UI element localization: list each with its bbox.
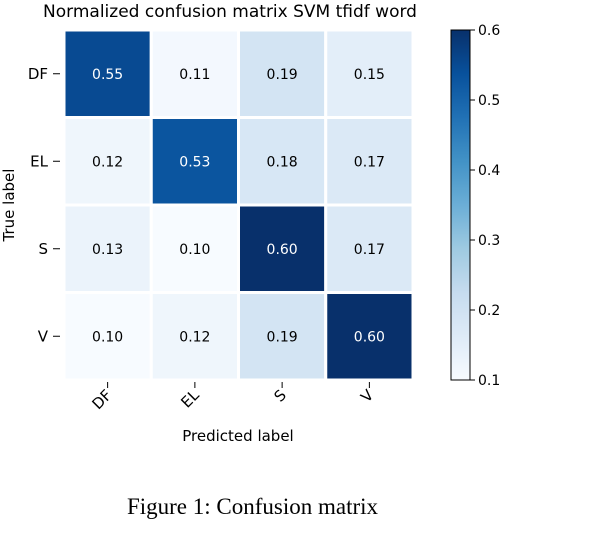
colorbar: [450, 29, 471, 381]
y-tick-label: EL: [30, 152, 48, 170]
cell-value-label: 0.60: [267, 242, 298, 258]
cell-value-label: 0.10: [92, 329, 123, 345]
heatmap-cell: [62, 28, 153, 119]
x-tick-label: DF: [88, 386, 115, 413]
y-tick-label: DF: [28, 65, 48, 83]
colorbar-tick-label: 0.4: [478, 163, 500, 179]
cell-value-label: 0.11: [179, 67, 210, 83]
cell-value-label: 0.12: [92, 154, 123, 170]
x-tick-labels: DF EL S V: [88, 382, 378, 413]
y-axis-label: True label: [0, 169, 18, 243]
cell-value-label: 0.18: [267, 154, 298, 170]
cell-value-label: 0.17: [354, 154, 385, 170]
colorbar-tick-label: 0.3: [478, 233, 500, 249]
heatmap-cells: 0.55 0.11 0.19 0.15 0.12 0.53 0.18 0.17 0.13 0.10…: [62, 28, 415, 382]
colorbar-tick-label: 0.1: [478, 373, 500, 389]
heatmap-cell: [149, 203, 240, 294]
colorbar-tick-label: 0.2: [478, 303, 500, 319]
x-tick-label: EL: [177, 386, 203, 412]
heatmap-cell: [324, 203, 415, 294]
heatmap-cell: [149, 291, 240, 382]
cell-value-label: 0.15: [354, 67, 385, 83]
cell-value-label: 0.60: [354, 329, 385, 345]
cell-value-label: 0.12: [179, 329, 210, 345]
cell-value-label: 0.19: [267, 329, 298, 345]
cell-value-label: 0.53: [179, 154, 210, 170]
cell-value-label: 0.19: [267, 67, 298, 83]
y-tick-labels: DF EL S V: [28, 65, 60, 345]
x-tick-label: V: [357, 386, 378, 407]
heatmap-cell: [324, 28, 415, 119]
heatmap-cell: [324, 291, 415, 382]
y-tick-label: S: [38, 240, 48, 258]
colorbar-tick-label: 0.5: [478, 93, 500, 109]
x-tick-label: S: [270, 386, 289, 405]
cell-value-label: 0.10: [179, 242, 210, 258]
cell-value-label: 0.13: [92, 242, 123, 258]
cell-value-label: 0.55: [92, 67, 123, 83]
chart-title: Normalized confusion matrix SVM tfidf wo…: [43, 2, 417, 22]
heatmap-cell: [149, 116, 240, 207]
colorbar-ticks: 0.1 0.2 0.3 0.4 0.5 0.6: [470, 23, 500, 389]
cell-value-label: 0.17: [354, 242, 385, 258]
figure-caption: Figure 1: Confusion matrix: [126, 494, 379, 519]
heatmap-cell: [62, 291, 153, 382]
colorbar-tick-label: 0.6: [478, 23, 500, 39]
y-tick-label: V: [38, 327, 49, 345]
heatmap-cell: [324, 116, 415, 207]
confusion-matrix-chart: Normalized confusion matrix SVM tfidf wo…: [0, 2, 500, 445]
x-axis-label: Predicted label: [182, 427, 293, 445]
